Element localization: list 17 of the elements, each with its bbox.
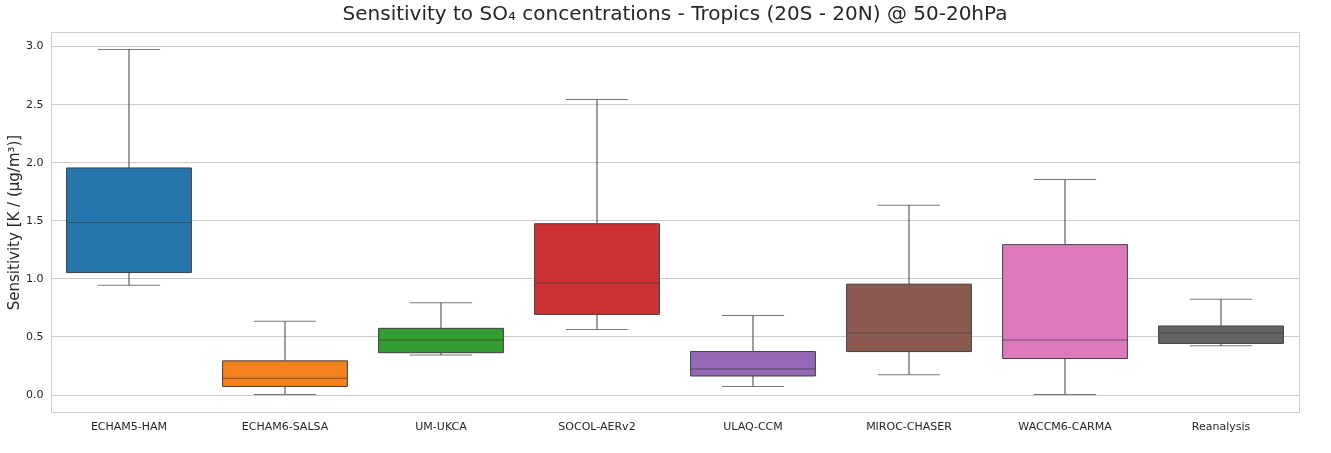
y-tick-label: 1.5 <box>26 213 44 227</box>
y-tick-label: 2.5 <box>26 97 44 111</box>
x-tick-label: MIROC-CHASER <box>866 419 953 433</box>
x-tick-label: ECHAM5-HAM <box>90 419 168 433</box>
chart-title: Sensitivity to SO₄ concentrations - Tropics (20S - 20N) @ 50-20hPa <box>342 1 1008 25</box>
y-tick-label: 2.0 <box>26 155 44 169</box>
y-tick-label: 1.0 <box>26 271 44 285</box>
y-tick-label: 0.0 <box>26 388 44 402</box>
y-tick-label: 3.0 <box>26 39 44 53</box>
x-tick-label: Reanalysis <box>1191 419 1251 433</box>
y-axis-title: Sensitivity [K / (µg/m³)] <box>5 134 24 311</box>
x-tick-label: WACCM6-CARMA <box>1018 419 1113 433</box>
y-tick-label: 0.5 <box>26 329 44 343</box>
x-tick-label: ULAQ-CCM <box>723 419 783 433</box>
x-tick-label: UM-UKCA <box>415 419 468 433</box>
x-tick-label: SOCOL-AERv2 <box>558 419 636 433</box>
x-tick-label: ECHAM6-SALSA <box>241 419 329 433</box>
